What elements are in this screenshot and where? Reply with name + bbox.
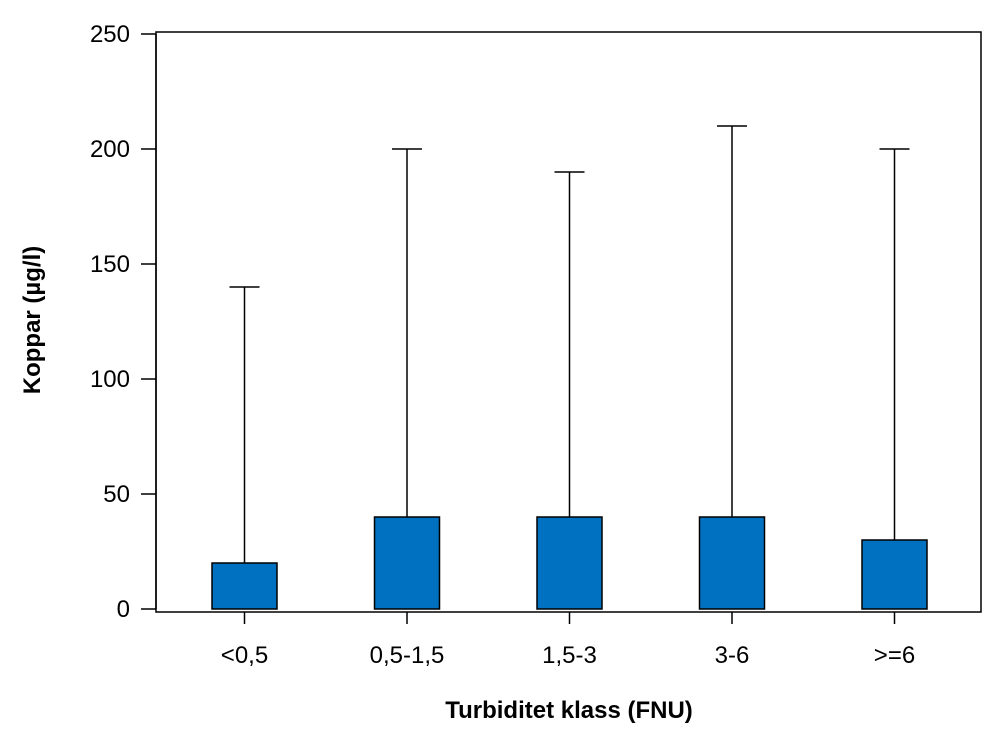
bar: [373, 516, 441, 610]
x-tick-label: >=6: [874, 642, 915, 669]
y-tick-label: 100: [90, 366, 130, 393]
bar: [536, 516, 603, 610]
y-tick-label: 0: [117, 596, 130, 623]
y-tick-label: 200: [90, 136, 130, 163]
x-axis: <0,5 0,5-1,5 1,5-3 3-6 >=6: [221, 612, 915, 669]
x-tick-label: <0,5: [221, 642, 268, 669]
bar: [698, 516, 766, 610]
bars: [211, 125, 928, 610]
x-axis-title: Turbiditet klass (FNU): [445, 697, 693, 724]
x-tick-label: 1,5-3: [542, 642, 597, 669]
y-axis: 0 50 100 150 200 250: [90, 21, 157, 623]
x-tick-label: 0,5-1,5: [370, 642, 445, 669]
y-tick-label: 50: [103, 481, 130, 508]
y-tick-label: 150: [90, 251, 130, 278]
bar: [861, 539, 928, 610]
y-tick-label: 250: [90, 21, 130, 48]
x-tick-label: 3-6: [715, 642, 750, 669]
bar: [211, 562, 278, 610]
y-axis-title: Koppar (µg/l): [19, 246, 46, 394]
